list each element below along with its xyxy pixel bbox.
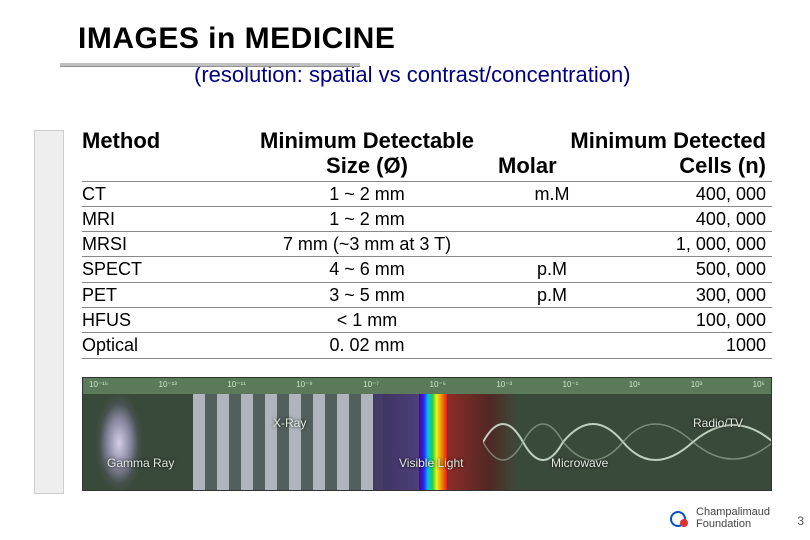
cell-method: Optical <box>82 333 242 357</box>
header-cells: Cells (n) <box>612 153 772 178</box>
ruler-tick: 10⁵ <box>753 380 765 394</box>
ruler-tick: 10⁻⁷ <box>363 380 379 394</box>
gamma-band <box>83 394 203 491</box>
ruler-tick: 10⁻³ <box>496 380 512 394</box>
cell-molar: m.M <box>492 182 612 206</box>
table-row: CT1 ~ 2 mmm.M400, 000 <box>82 182 772 207</box>
methods-table: Method Minimum Detectable Size (Ø) Minim… <box>82 128 772 359</box>
footer-org-line2: Foundation <box>696 518 770 530</box>
microwave-label: Microwave <box>551 456 608 470</box>
cell-cells: 400, 000 <box>612 207 772 231</box>
cell-size: 0. 02 mm <box>242 333 492 357</box>
table-row: HFUS< 1 mm 100, 000 <box>82 308 772 333</box>
ruler-tick: 10⁻¹³ <box>159 380 177 394</box>
table-row: Optical0. 02 mm 1000 <box>82 333 772 358</box>
page-number: 3 <box>797 514 804 528</box>
header-size: Minimum Detectable Size (Ø) <box>242 128 492 179</box>
cell-method: HFUS <box>82 308 242 332</box>
foundation-logo-icon <box>670 509 688 527</box>
cell-size: 3 ~ 5 mm <box>242 283 492 307</box>
header-method: Method <box>82 128 242 179</box>
cell-cells: 300, 000 <box>612 283 772 307</box>
spectrum-ruler: 10⁻¹⁵ 10⁻¹³ 10⁻¹¹ 10⁻⁹ 10⁻⁷ 10⁻⁵ 10⁻³ 10⁻¹ 10¹ 10… <box>83 378 771 394</box>
cell-molar <box>492 333 612 357</box>
footer: Champalimaud Foundation <box>670 506 792 530</box>
gamma-label: Gamma Ray <box>107 456 174 470</box>
cell-size: < 1 mm <box>242 308 492 332</box>
left-decorative-bar <box>34 130 64 494</box>
cell-molar <box>492 308 612 332</box>
slide-title: IMAGES in MEDICINE <box>78 22 810 56</box>
cell-molar <box>492 232 612 256</box>
cell-cells: 400, 000 <box>612 182 772 206</box>
cell-cells: 1, 000, 000 <box>612 232 772 256</box>
cell-molar: p.M <box>492 283 612 307</box>
cell-molar <box>492 207 612 231</box>
ruler-tick: 10⁻¹ <box>563 380 579 394</box>
ruler-tick: 10⁻¹¹ <box>227 380 245 394</box>
ruler-tick: 10⁻⁵ <box>430 380 446 394</box>
xray-label: X-Ray <box>273 416 306 430</box>
cell-cells: 500, 000 <box>612 257 772 281</box>
cell-size: 7 mm (~3 mm at 3 T) <box>242 232 492 256</box>
cell-cells: 1000 <box>612 333 772 357</box>
cell-method: MRI <box>82 207 242 231</box>
ruler-tick: 10¹ <box>629 380 641 394</box>
cell-size: 1 ~ 2 mm <box>242 182 492 206</box>
cell-method: PET <box>82 283 242 307</box>
title-underline <box>60 63 360 66</box>
header-detected: Minimum Detected <box>492 128 772 153</box>
ruler-tick: 10³ <box>691 380 703 394</box>
visible-label: Visible Light <box>399 456 464 470</box>
cell-size: 4 ~ 6 mm <box>242 257 492 281</box>
table-row: SPECT4 ~ 6 mmp.M500, 000 <box>82 257 772 282</box>
cell-molar: p.M <box>492 257 612 281</box>
cell-method: MRSI <box>82 232 242 256</box>
cell-size: 1 ~ 2 mm <box>242 207 492 231</box>
ruler-tick: 10⁻¹⁵ <box>89 380 108 394</box>
uv-band <box>373 394 423 491</box>
header-molar: Molar <box>492 153 612 178</box>
table-row: PET3 ~ 5 mmp.M300, 000 <box>82 283 772 308</box>
cell-cells: 100, 000 <box>612 308 772 332</box>
table-row: MRSI7 mm (~3 mm at 3 T) 1, 000, 000 <box>82 232 772 257</box>
em-spectrum-image: 10⁻¹⁵ 10⁻¹³ 10⁻¹¹ 10⁻⁹ 10⁻⁷ 10⁻⁵ 10⁻³ 10⁻¹ 10¹ 10… <box>82 377 772 491</box>
cell-method: CT <box>82 182 242 206</box>
radio-label: Radio/TV <box>693 416 743 430</box>
table-row: MRI1 ~ 2 mm 400, 000 <box>82 207 772 232</box>
ruler-tick: 10⁻⁹ <box>296 380 313 394</box>
visible-band <box>419 394 447 491</box>
cell-method: SPECT <box>82 257 242 281</box>
footer-org-line1: Champalimaud <box>696 506 770 518</box>
xray-band <box>193 394 383 491</box>
